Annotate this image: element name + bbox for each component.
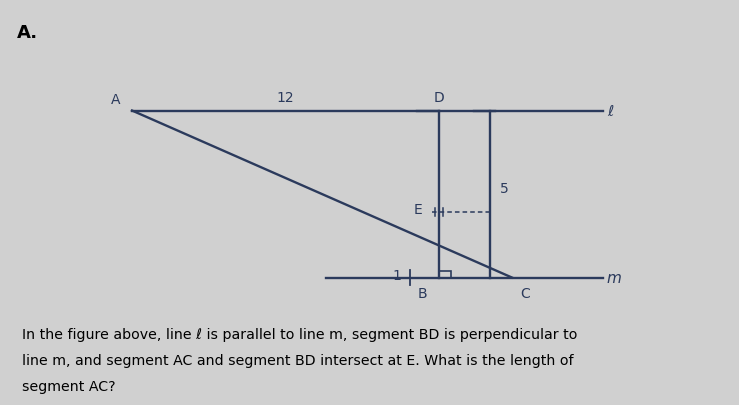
Text: segment AC?: segment AC? — [22, 379, 116, 393]
Text: E: E — [414, 202, 423, 216]
Text: C: C — [520, 286, 530, 300]
Text: m: m — [607, 271, 621, 286]
Text: D: D — [434, 90, 444, 104]
Text: 12: 12 — [276, 90, 294, 104]
Text: B: B — [418, 286, 428, 300]
Text: ℓ: ℓ — [607, 104, 613, 119]
Text: In the figure above, line ℓ is parallel to line m, segment BD is perpendicular t: In the figure above, line ℓ is parallel … — [22, 328, 578, 341]
Bar — [439, 271, 451, 278]
Text: line m, and segment AC and segment BD intersect at E. What is the length of: line m, and segment AC and segment BD in… — [22, 353, 574, 367]
Text: 1: 1 — [393, 269, 402, 282]
Text: A: A — [111, 92, 120, 107]
Text: 5: 5 — [500, 181, 509, 196]
Text: A.: A. — [17, 24, 38, 42]
